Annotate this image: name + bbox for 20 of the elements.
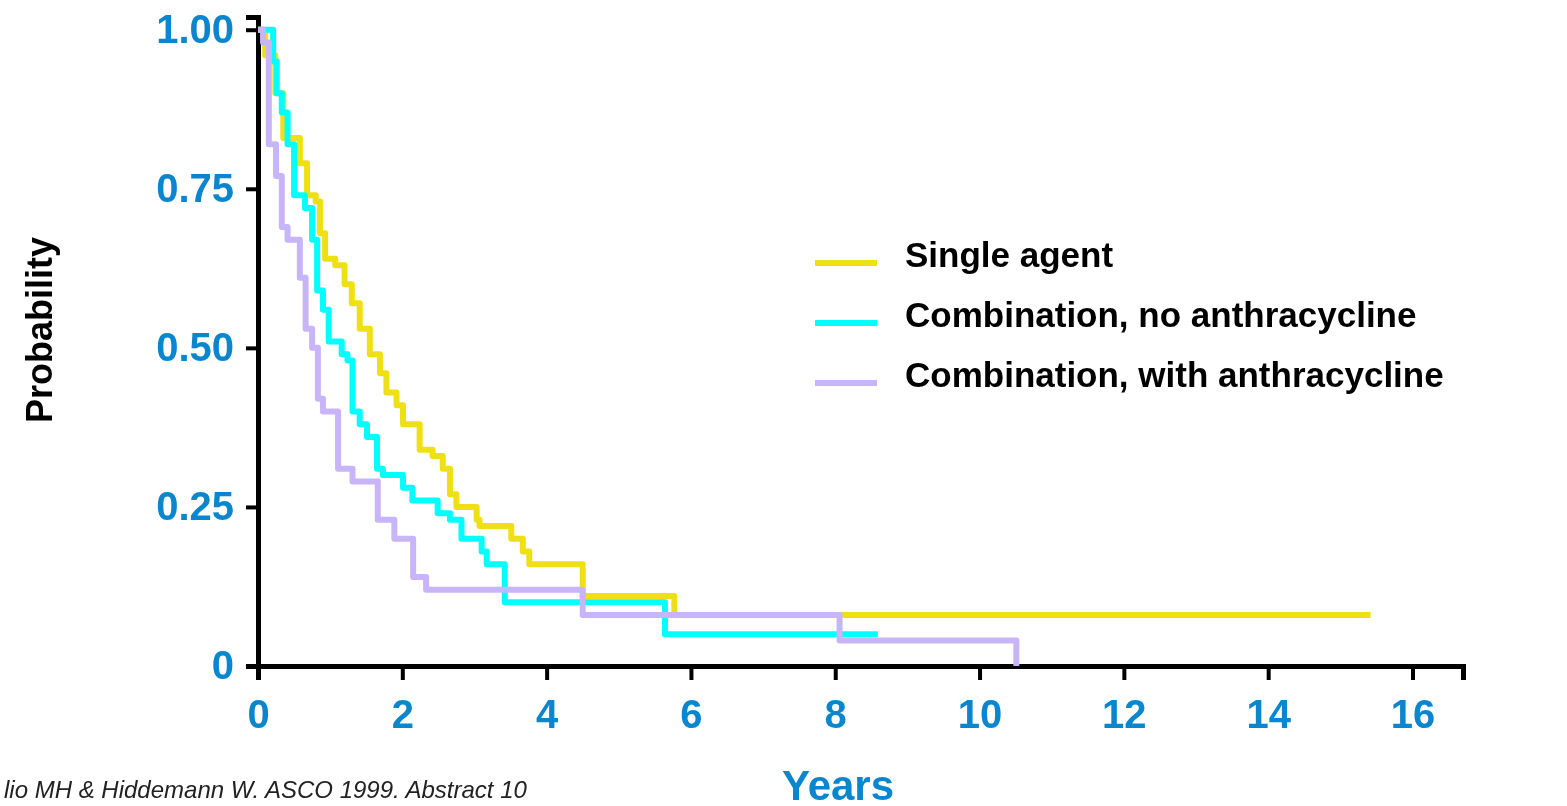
x-tick-label: 4 (536, 692, 559, 737)
text: lio MH & Hiddemann W. ASCO 1999. Abstract 10 (4, 776, 528, 803)
y-tick-label: 1.00 (156, 7, 234, 52)
y-axis-title: Probability (19, 236, 60, 424)
x-tick-label: 6 (680, 692, 703, 737)
x-tick-label: 12 (1102, 692, 1147, 737)
x-tick-label: 0 (247, 692, 270, 737)
x-axis-title: Years (781, 762, 895, 806)
legend-label: Combination, no anthracycline (905, 295, 1417, 335)
legend-label: Combination, with anthracycline (905, 355, 1444, 395)
y-tick-label: 0 (211, 643, 234, 688)
x-tick-label: 2 (391, 692, 414, 737)
x-tick-label: 10 (957, 692, 1003, 737)
y-tick-label: 0.25 (156, 484, 234, 529)
y-tick-label: 0.50 (156, 325, 234, 370)
x-tick-label: 8 (824, 692, 847, 737)
legend-label: Single agent (905, 235, 1114, 275)
x-tick-label: 16 (1390, 692, 1436, 737)
x-tick-label: 14 (1246, 692, 1292, 737)
y-tick-label: 0.75 (156, 166, 234, 211)
